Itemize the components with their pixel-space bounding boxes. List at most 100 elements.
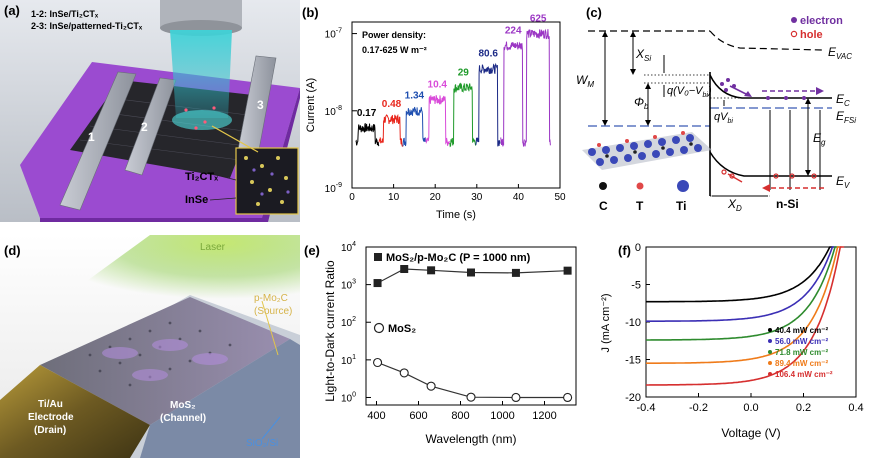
atom-ti-label: Ti [676, 199, 686, 213]
y-axis-label-f: J (mA cm⁻²) [600, 294, 612, 353]
legend-marker-f-0 [768, 328, 772, 332]
data-point-e-0 [511, 268, 520, 277]
series-line-e-0 [377, 268, 568, 284]
y-axis-label-b: Current (A) [305, 78, 317, 132]
panel-label-f: (f) [618, 243, 631, 258]
material-label-inse: InSe [185, 194, 209, 206]
panel-d: (d) Laser p-Mo₂C (Source) Ti/Au Electrod… [0, 235, 300, 458]
electrode-label-2: 2 [141, 120, 148, 134]
drain-label-3: (Drain) [34, 425, 67, 436]
x-axis-label-f: Voltage (V) [721, 426, 780, 440]
power-label-5: 80.6 [479, 49, 499, 60]
atom-c-marker [599, 182, 607, 190]
jv-curve-1 [646, 246, 837, 322]
label-ev: EV [836, 174, 850, 190]
drain-label-1: Ti/Au [38, 399, 63, 410]
legend-hole: hole [800, 29, 823, 41]
y-tick-label-e: 100 [341, 391, 356, 404]
data-point-e-1 [563, 392, 573, 403]
power-label-3: 10.4 [428, 79, 448, 90]
panel-label-d: (d) [4, 243, 21, 258]
y-tick-label-f: 0 [635, 242, 641, 254]
current-trace-6 [500, 41, 525, 147]
x-tick-label-e: 400 [367, 410, 385, 422]
legend-label-f-3: 89.4 mW cm⁻² [775, 359, 828, 368]
atom-ti-marker [677, 180, 689, 192]
current-trace-2 [402, 106, 426, 147]
panel-label-c: (c) [586, 5, 602, 20]
label-nsi: n-Si [776, 197, 799, 211]
legend-line-2: 2-3: InSe/patterned-Ti₂CTₓ [31, 21, 143, 31]
panel-e: (e) 400 600 800 1000 1200 100 101 102 103 104 Wav… [300, 235, 596, 458]
legend-line-1: 1-2: InSe/Ti₂CTₓ [31, 9, 99, 19]
x-tick-label-e: 1200 [532, 410, 556, 422]
x-tick-label-f: 0.2 [796, 402, 811, 414]
legend-marker-f-1 [768, 339, 772, 343]
x-tick-label-b: 0 [349, 192, 355, 203]
sio2-layer [140, 339, 300, 458]
atom-c-label: C [599, 199, 608, 213]
x-tick-label-f: 0.4 [848, 402, 863, 414]
data-point-e-1 [426, 381, 436, 391]
legend-label-e-0: MoS₂/p-Mo₂C (P = 1000 nm) [386, 252, 531, 264]
atom-t-label: T [636, 199, 644, 213]
electrode-label-3: 3 [257, 98, 264, 112]
panel-c: (c) [572, 0, 882, 222]
y-tick-label-f: -20 [625, 392, 641, 404]
chart-b: 0 10 20 30 40 50 10-9 10-8 10-7 0.17 0.481.3410.4… [305, 14, 566, 221]
x-axis-label-b: Time (s) [436, 209, 476, 221]
data-point-e-1 [373, 357, 383, 368]
y-tick-label-b: 10-8 [325, 105, 342, 118]
data-point-e-1 [399, 368, 409, 378]
source-label-1: p-Mo₂C [254, 293, 288, 304]
vacuum-level-bend [709, 30, 823, 51]
x-tick-label-e: 600 [409, 410, 427, 422]
y-tick-label-e: 103 [341, 279, 356, 292]
label-ec: EC [836, 92, 850, 108]
legend-label-f-2: 71.8 mW cm⁻² [775, 348, 828, 357]
electrode-label-1: 1 [88, 130, 95, 144]
y-tick-label-b: 10-7 [325, 28, 342, 41]
legend-label-f-4: 106.4 mW cm⁻² [775, 370, 833, 379]
jv-curve-0 [646, 246, 834, 303]
annotation-title-b: Power density: [362, 30, 426, 40]
device-render-a [0, 0, 300, 222]
panel-label-a: (a) [4, 3, 20, 18]
x-tick-label-f: -0.2 [689, 402, 708, 414]
mxene-crystal [582, 131, 712, 170]
current-trace-7 [524, 28, 551, 147]
laser-cone [40, 235, 300, 315]
x-tick-label-b: 10 [388, 192, 400, 203]
x-tick-label-b: 50 [554, 192, 566, 203]
legend-marker-f-4 [768, 372, 772, 376]
data-point-e-0 [467, 268, 475, 277]
y-tick-label-e: 104 [341, 241, 356, 254]
valence-band [709, 151, 832, 177]
data-point-e-0 [373, 279, 382, 288]
label-wm: WM [576, 73, 594, 89]
electron-dot [720, 82, 724, 86]
drain-electrode [0, 365, 150, 458]
jv-curve-2 [646, 246, 839, 341]
panel-label-b: (b) [302, 5, 319, 20]
x-tick-label-b: 20 [430, 192, 442, 203]
current-trace-4 [449, 82, 477, 148]
label-phib: Φb [634, 95, 649, 111]
label-efsi: EFSi [836, 109, 856, 125]
channel-label-1: MoS₂ [170, 400, 196, 411]
jv-curve-4 [646, 246, 845, 386]
y-tick-label-b: 10-9 [325, 182, 342, 195]
legend-marker-e-1 [373, 322, 385, 334]
light-beam [170, 30, 232, 118]
power-label-7: 625 [530, 14, 547, 25]
channel-film [40, 297, 290, 425]
material-label-ti2ctx: Ti₂CTₓ [185, 171, 219, 183]
legend-marker-f-3 [768, 361, 772, 365]
label-qv0vbi: q(V₀−Vbi) [667, 85, 712, 99]
legend-label-e-1: MoS₂ [388, 323, 416, 335]
legend-label-f-0: 40.4 mW cm⁻² [775, 326, 828, 335]
legend-hole-marker [790, 30, 798, 38]
label-evac: EVAC [828, 45, 852, 61]
jv-curve-3 [646, 246, 842, 364]
plot-frame-b [351, 21, 561, 189]
